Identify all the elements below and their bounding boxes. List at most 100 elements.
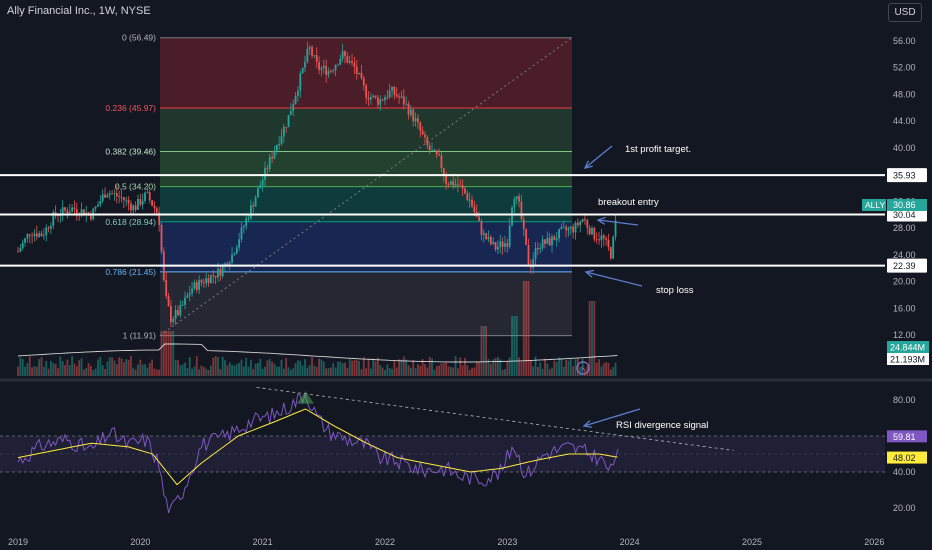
volume-bar [160,331,163,376]
volume-bar [278,366,281,376]
candle-body [289,111,292,115]
time-tick-label: 2026 [864,537,884,547]
rsi-line [17,392,619,514]
volume-bar [598,359,600,376]
volume-bar [440,363,443,376]
volume-bar [259,358,262,376]
candle-body [473,206,476,212]
time-tick-label: 2021 [253,537,273,547]
candle-body [602,235,605,239]
volume-bar [221,356,224,376]
candle-body [221,266,224,277]
volume-bar [544,358,546,376]
candle-body [419,122,422,131]
candle-body [574,222,577,233]
candle-body [445,175,448,185]
volume-bar [574,359,577,376]
candle-body [337,64,339,66]
candle-body [329,71,332,72]
candle-body [19,248,22,252]
price-tick-label: 12.00 [893,330,916,340]
volume-bar [144,364,146,376]
volume-bar [459,357,462,376]
fib-zone [160,108,572,152]
candle-body [362,78,365,86]
candle-body [351,61,353,63]
candle-body [614,220,617,237]
candle-body [365,85,368,98]
candle-body [374,95,377,98]
candle-body [146,192,149,193]
volume-bar [553,360,556,376]
candle-body [292,104,295,112]
candle-body [24,238,26,243]
candle-body [313,55,316,57]
time-tick-label: 2023 [497,537,517,547]
candle-body [71,207,74,212]
candle-body [379,99,382,105]
volume-bar [252,369,255,376]
candle-body [595,239,598,241]
volume-bar [607,362,610,376]
volume-bar [379,365,382,376]
currency-button[interactable]: USD [888,3,922,22]
volume-bar [485,326,488,376]
volume-bar [428,356,431,376]
volume-bar [151,359,153,376]
candle-body [210,275,212,284]
candle-body [393,86,396,95]
rsi-tick-label: 20.00 [893,503,916,513]
volume-bar [287,367,290,376]
candle-body [158,212,161,225]
volume-bar [78,360,81,376]
candle-body [181,304,184,306]
candle-body [127,199,130,204]
candle-body [99,201,102,205]
volume-bar [515,316,518,376]
horizontal-level-badge [887,168,927,183]
candle-body [90,213,92,220]
candle-body [47,227,50,229]
volume-bar [454,356,457,376]
candle-body [482,233,485,235]
volume-bar [177,360,179,376]
volume-bar [447,366,450,376]
candle-body [346,56,349,63]
volume-bar [134,369,137,376]
candle-body [428,145,431,151]
volume-bar [113,360,116,376]
candle-body [435,150,438,155]
candle-body [214,275,217,278]
volume-bar [186,368,189,376]
fib-level-label: 0 (56.49) [122,33,156,43]
volume-bar [261,368,264,376]
candle-body [57,215,59,217]
volume-bar [351,360,353,376]
candle-body [414,118,417,122]
horizontal-level-value: 35.93 [893,171,916,181]
price-tick-label: 16.00 [893,303,916,313]
candle-body [33,233,36,237]
volume-bar [558,357,560,376]
volume-bar [565,360,568,376]
volume-bar [381,367,384,376]
volume-bar [212,357,215,376]
candle-body [440,155,443,169]
symbol-badge-text: ALLY [865,200,885,210]
volume-bar [80,358,83,376]
candle-body [113,193,116,194]
candle-body [186,295,189,298]
candle-body [565,226,568,231]
annotation-label-bg [622,143,720,155]
volume-bar [47,368,50,376]
candle-body [525,228,528,245]
volume-label: 24.844M [890,343,925,353]
candle-body [322,65,325,69]
volume-ma-line [17,343,618,363]
candle-body [17,251,19,253]
volume-badge [887,341,929,353]
volume-bar [424,364,426,376]
volume-bar [268,358,271,376]
volume-bar [529,360,532,376]
